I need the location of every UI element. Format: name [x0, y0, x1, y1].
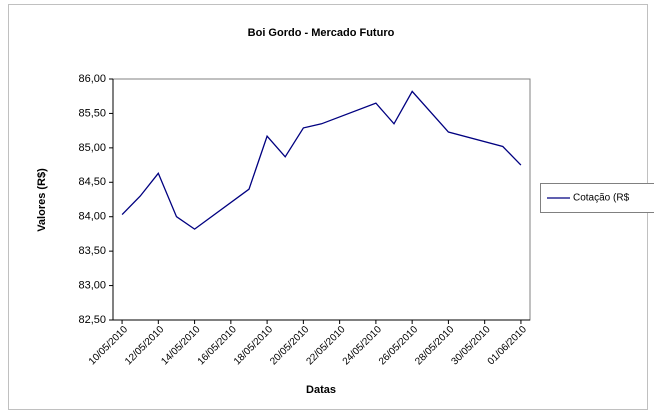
y-tick-label: 83,50: [78, 245, 106, 257]
y-tick-label: 85,00: [78, 142, 106, 154]
plot-area: [112, 78, 531, 321]
y-tick-label: 86,00: [78, 73, 106, 85]
y-tick-label: 84,00: [78, 211, 106, 223]
y-tick-label: 84,50: [78, 176, 106, 188]
chart-title: Boi Gordo - Mercado Futuro: [248, 27, 395, 39]
y-axis-label: Valores (R$): [36, 168, 48, 232]
legend-label: Cotação (R$: [573, 193, 630, 204]
y-tick-label: 85,50: [78, 107, 106, 119]
y-tick-label: 82,50: [78, 314, 106, 326]
x-axis-label: Datas: [306, 384, 336, 396]
data-line: [121, 90, 522, 230]
y-tick-label: 83,00: [78, 279, 106, 291]
